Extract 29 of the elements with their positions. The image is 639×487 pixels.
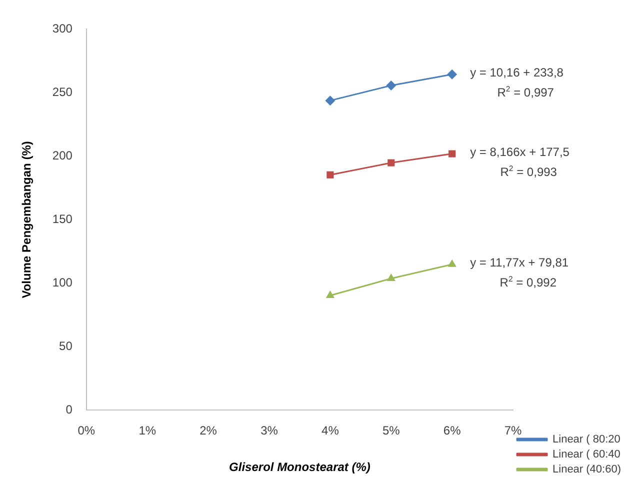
x-tick-label: 3% [260, 424, 278, 438]
point [386, 274, 396, 281]
x-tick-label: 5% [382, 424, 400, 438]
point [448, 150, 456, 158]
legend-label: Linear (40:60) [552, 464, 622, 476]
legend-label: Linear ( 80:20 [552, 434, 620, 446]
legend-label: Linear ( 60:40 [552, 448, 620, 461]
x-tick-label: 0% [78, 424, 96, 438]
y-tick-label: 200 [52, 148, 73, 163]
point [448, 259, 456, 267]
y-tick-label: 150 [52, 212, 73, 226]
point [326, 171, 334, 178]
y-tick-label: 300 [52, 22, 73, 36]
x-tick-label: 1% [138, 424, 156, 438]
point [326, 290, 335, 298]
x-tick-label: 6% [443, 424, 462, 438]
y-tick-label: 100 [52, 276, 73, 290]
y-axis-title: Volume Pengembangan (%) [20, 141, 34, 298]
y-tick-label: 250 [52, 85, 73, 100]
x-tick-label: 4% [322, 424, 340, 438]
point [388, 159, 395, 166]
point [386, 80, 396, 90]
point [447, 69, 458, 80]
x-tick-label: 7% [504, 424, 522, 438]
y-tick-label: 0 [66, 402, 73, 417]
point [325, 96, 336, 106]
y-tick-label: 50 [59, 339, 73, 354]
x-tick-label: 2% [200, 424, 218, 438]
x-axis-title: Gliserol Monostearat (%) [229, 460, 370, 474]
